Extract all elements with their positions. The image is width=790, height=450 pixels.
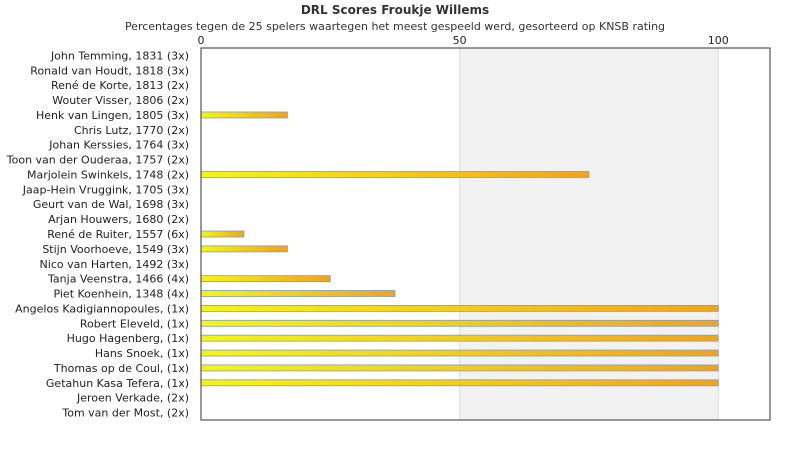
grid-band [459,48,719,420]
category-label: Tom van der Most, (2x) [61,407,189,420]
bar [200,319,719,327]
bar [200,245,288,253]
chart-title: DRL Scores Froukje Willems [300,3,490,17]
category-label: Jaap-Hein Vruggink, 1705 (3x) [22,183,189,196]
category-label: René de Ruiter, 1557 (6x) [47,228,189,241]
category-label: Toon van der Ouderaa, 1757 (2x) [6,154,189,167]
category-label: Getahun Kasa Tefera, (1x) [46,377,189,390]
bar [200,334,719,342]
category-label: Marjolein Swinkels, 1748 (2x) [27,168,189,181]
chart-subtitle: Percentages tegen de 25 spelers waartege… [124,20,666,33]
bar [200,171,590,178]
category-label: John Temming, 1831 (3x) [50,49,189,62]
plot-frame [200,47,771,421]
x-tick-label: 50 [453,34,467,47]
bar [200,304,719,312]
category-label: Wouter Visser, 1806 (2x) [52,94,189,107]
category-label: Arjan Houwers, 1680 (2x) [48,213,189,226]
category-label: Piet Koenhein, 1348 (4x) [53,288,189,301]
category-label: Robert Eleveld, (1x) [80,317,189,330]
bar [200,111,288,119]
category-label: Ronald van Houdt, 1818 (3x) [30,64,189,77]
bar [200,290,396,297]
category-label: Hugo Hagenberg, (1x) [67,332,189,345]
category-label: René de Korte, 1813 (2x) [51,79,189,92]
category-label: Stijn Voorhoeve, 1549 (3x) [42,243,189,256]
category-label: Hans Snoek, (1x) [95,347,189,360]
category-label: Nico van Harten, 1492 (3x) [40,258,189,271]
category-label: Johan Kerssies, 1764 (3x) [48,139,189,152]
category-label: Geurt van de Wal, 1698 (3x) [33,198,189,211]
bar [200,349,719,357]
category-label: Henk van Lingen, 1805 (3x) [36,109,189,122]
bar [200,364,719,372]
bar [200,275,331,283]
category-label: Thomas op de Coul, (1x) [53,362,189,375]
category-label: Tanja Veenstra, 1466 (4x) [47,273,189,286]
category-label: Jeroen Verkade, (2x) [76,392,189,405]
x-tick-label: 0 [198,34,205,47]
category-label: Chris Lutz, 1770 (2x) [74,124,189,137]
bar [200,230,245,238]
x-tick-label: 100 [708,34,729,47]
bar [200,379,719,387]
category-label: Angelos Kadigiannopoules, (1x) [15,302,189,315]
